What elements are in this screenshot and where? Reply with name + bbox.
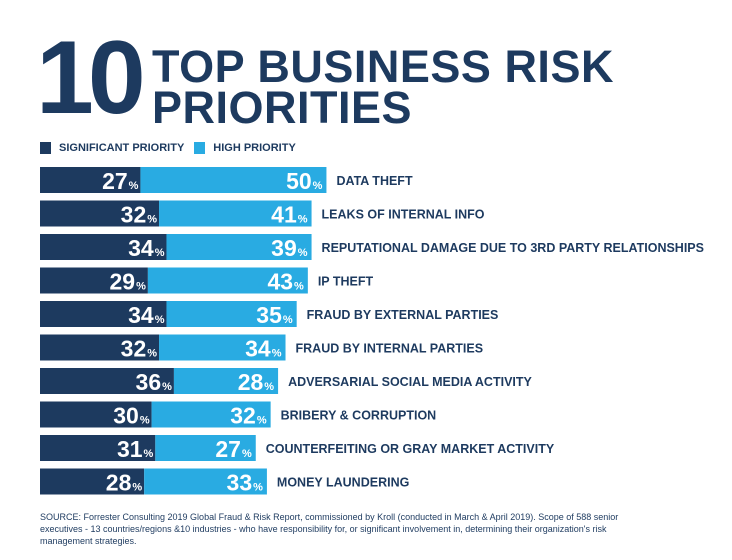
legend-label-high: HIGH PRIORITY xyxy=(213,142,296,154)
category-label: IP THEFT xyxy=(318,275,374,289)
category-label: COUNTERFEITING OR GRAY MARKET ACTIVITY xyxy=(266,442,555,456)
data-label-high: 50% xyxy=(286,168,323,194)
category-label: REPUTATIONAL DAMAGE DUE TO 3RD PARTY REL… xyxy=(322,241,704,255)
data-label-significant: 34% xyxy=(128,235,165,261)
data-label-high: 35% xyxy=(256,302,293,328)
bar-significant xyxy=(40,334,160,361)
bar-high xyxy=(151,401,271,428)
data-label-significant: 32% xyxy=(121,336,158,362)
category-label: ADVERSARIAL SOCIAL MEDIA ACTIVITY xyxy=(288,375,532,389)
bar-high xyxy=(144,468,267,495)
legend-item-significant: SIGNIFICANT PRIORITY xyxy=(40,142,184,154)
data-label-significant: 29% xyxy=(110,269,147,295)
bar-high xyxy=(159,200,312,227)
data-label-significant: 27% xyxy=(102,168,139,194)
data-label-high: 27% xyxy=(215,436,252,462)
source-note: SOURCE: Forrester Consulting 2019 Global… xyxy=(40,512,619,546)
category-label: DATA THEFT xyxy=(336,174,413,188)
bar-high xyxy=(155,435,256,461)
bar-significant xyxy=(40,401,152,428)
data-label-significant: 32% xyxy=(121,202,158,228)
bar-significant xyxy=(40,234,167,260)
data-label-high: 43% xyxy=(267,269,304,295)
bar-high xyxy=(173,368,279,394)
bar-high xyxy=(159,334,286,361)
title-line-2: PRIORITIES xyxy=(152,82,413,133)
data-label-significant: 28% xyxy=(106,470,143,496)
title-line-1: TOP BUSINESS RISK xyxy=(152,41,614,92)
legend-swatch-significant xyxy=(40,142,51,154)
category-label: FRAUD BY EXTERNAL PARTIES xyxy=(307,308,499,322)
data-label-high: 41% xyxy=(271,202,308,228)
bar-significant xyxy=(40,267,148,294)
category-label: BRIBERY & CORRUPTION xyxy=(281,409,437,423)
legend-swatch-high xyxy=(194,142,206,154)
bar-significant xyxy=(40,301,167,327)
data-label-significant: 30% xyxy=(113,403,150,429)
headline-number: 10 xyxy=(36,20,146,136)
bar-significant xyxy=(40,167,141,193)
data-label-significant: 36% xyxy=(136,369,173,395)
legend-label-significant: SIGNIFICANT PRIORITY xyxy=(59,142,185,154)
data-label-high: 34% xyxy=(245,336,282,362)
data-label-significant: 31% xyxy=(117,436,154,462)
bar-significant xyxy=(40,435,156,461)
data-label-high: 33% xyxy=(227,470,264,496)
bar-significant xyxy=(40,200,160,227)
stacked-bar-chart: 27% 50% DATA THEFT 32% 41% LEAKS OF INTERNAL … xyxy=(40,167,704,496)
bar-high xyxy=(140,167,327,193)
category-label: FRAUD BY INTERNAL PARTIES xyxy=(296,342,484,356)
data-label-high: 32% xyxy=(230,403,267,429)
bar-high xyxy=(166,301,297,327)
data-label-high: 28% xyxy=(238,369,275,395)
category-label: MONEY LAUNDERING xyxy=(277,476,409,490)
data-label-high: 39% xyxy=(271,235,308,261)
bar-significant xyxy=(40,368,174,394)
bar-significant xyxy=(40,468,145,495)
legend-item-high: HIGH PRIORITY xyxy=(194,142,296,154)
bar-high xyxy=(166,234,312,260)
bar-high xyxy=(147,267,308,294)
category-label: LEAKS OF INTERNAL INFO xyxy=(322,208,485,222)
data-label-significant: 34% xyxy=(128,302,165,328)
legend: SIGNIFICANT PRIORITY HIGH PRIORITY xyxy=(40,142,306,154)
